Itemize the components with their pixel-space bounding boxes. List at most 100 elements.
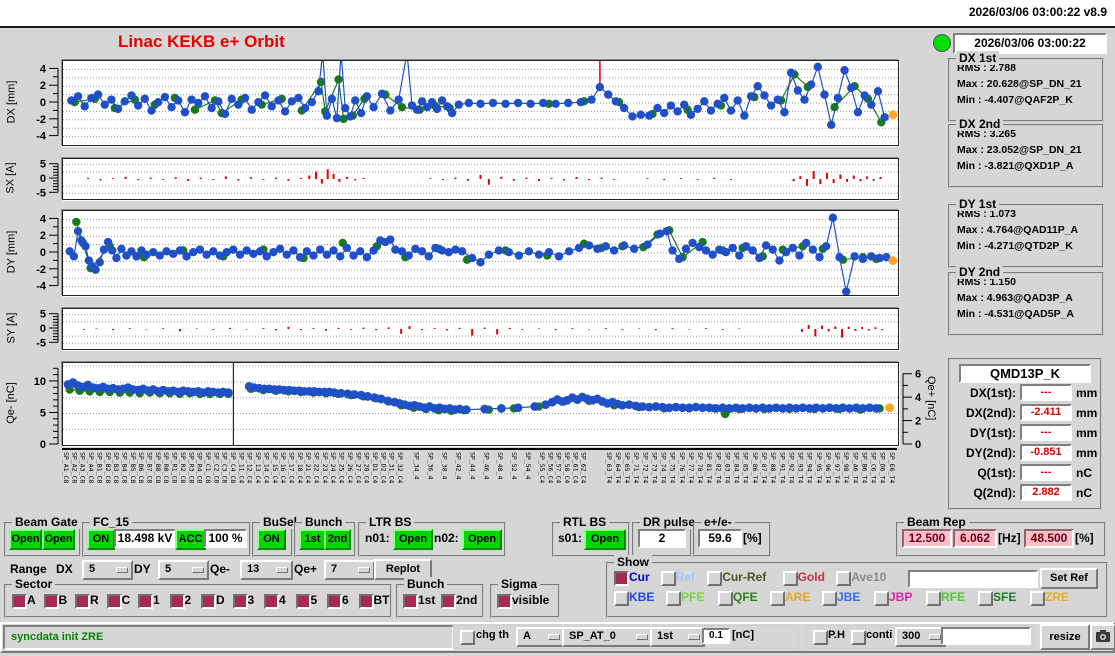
busel-on-button[interactable]: ON	[257, 529, 286, 550]
plot-dy[interactable]	[62, 210, 899, 296]
ltr-bs-group: LTR BS n01: Open n02: Open	[358, 515, 506, 557]
bunch-sel-dropdown[interactable]: 1st	[650, 627, 705, 647]
plot-sx[interactable]	[62, 158, 899, 200]
show-cur-checkbox[interactable]	[614, 571, 629, 586]
show-ref-checkbox[interactable]	[660, 571, 676, 586]
sector-d-checkbox[interactable]	[201, 594, 216, 609]
bpm-xlabel: SP_76_T4	[677, 452, 686, 484]
svg-text:-4: -4	[36, 131, 47, 143]
range-qem-dropdown[interactable]: 13	[240, 560, 293, 580]
bpm-xlabel: SP_73_T4	[650, 452, 659, 484]
range-qep-dropdown[interactable]: 7	[324, 560, 375, 580]
bunch2-1st-checkbox[interactable]	[403, 594, 418, 609]
bpm-xlabel: SP_C2_C8	[212, 452, 221, 484]
fc15-on-button[interactable]: ON	[87, 529, 115, 550]
conti-checkbox[interactable]	[851, 630, 866, 645]
rtl-s01-open-button[interactable]: Open	[584, 529, 626, 550]
plot-sy[interactable]	[62, 308, 899, 350]
bunch-2nd-button[interactable]: 2nd	[324, 529, 351, 550]
show-pfe-checkbox[interactable]	[666, 591, 681, 606]
svg-text:0: 0	[40, 173, 46, 185]
svg-text:0: 0	[915, 439, 921, 450]
beam-gate-open1-button[interactable]: Open	[9, 529, 42, 550]
show-ave10-checkbox[interactable]	[836, 571, 852, 586]
bunch-1st-button[interactable]: 1st	[299, 529, 326, 550]
show-gold-checkbox[interactable]	[782, 571, 798, 586]
timestamp-box: 2026/03/06 03:00:22	[953, 33, 1107, 54]
dropdown-dash-icon	[929, 634, 941, 640]
fc15-acc-button[interactable]: ACC	[175, 529, 206, 550]
camera-button[interactable]	[1090, 624, 1115, 650]
rtl-s01-label: s01:	[558, 531, 583, 545]
replot-button[interactable]: Replot	[374, 559, 432, 580]
bpm-xlabel: SP_A2_C8	[70, 452, 79, 484]
threshold-input[interactable]: 0.1	[702, 628, 730, 644]
plot-dx[interactable]	[62, 52, 899, 146]
bpm-dropdown[interactable]: SP_AT_0	[562, 627, 653, 647]
ph-checkbox[interactable]	[813, 630, 828, 645]
show-are-checkbox[interactable]	[770, 591, 785, 606]
beam-gate-group: Beam Gate Open Open	[4, 515, 81, 557]
stat-box-dy-1st: DY 1st RMS : 1.073 Max : 4.764@QAD11P_A Min…	[948, 197, 1104, 268]
bpm-xlabel: SP_65_T4	[623, 452, 631, 484]
show-cur-ref-checkbox[interactable]	[707, 571, 723, 586]
bpm-xlabel: SP_B8_C8	[153, 452, 162, 484]
bpm-xlabel: SP_R1_C8	[170, 452, 179, 484]
sector-5-checkbox[interactable]	[295, 594, 311, 609]
sector-a-dropdown[interactable]: A	[516, 627, 565, 647]
show-zre-checkbox[interactable]	[1030, 591, 1045, 606]
show-jbp-checkbox[interactable]	[874, 591, 889, 606]
range-qep-label: Qe+	[294, 562, 318, 576]
sector-c-checkbox[interactable]	[106, 594, 122, 609]
sector-6-checkbox[interactable]	[327, 594, 342, 609]
dr-pulse-label: DR pulse	[640, 515, 699, 529]
sector-2-label: 2	[184, 593, 192, 607]
ltr-n01-open-button[interactable]: Open	[393, 529, 433, 550]
sector-a-checkbox[interactable]	[12, 594, 27, 609]
sigma-label: Sigma	[498, 577, 541, 591]
sector-b-checkbox[interactable]	[43, 594, 59, 609]
sigma-visible-checkbox[interactable]	[497, 594, 512, 609]
sector-2-checkbox[interactable]	[169, 594, 185, 609]
set-ref-input[interactable]	[908, 570, 1038, 588]
interval-dropdown[interactable]: 300	[895, 627, 946, 647]
ltr-n02-open-button[interactable]: Open	[462, 529, 502, 550]
sector-1-checkbox[interactable]	[138, 594, 153, 609]
qmd-name-box[interactable]: QMD13P_K	[959, 364, 1091, 383]
bpm-xlabel: SP_R2_C8	[178, 452, 187, 484]
range-dy-dropdown[interactable]: 5	[158, 560, 209, 580]
bunch2-2nd-checkbox[interactable]	[441, 594, 456, 609]
show-sfe-checkbox[interactable]	[978, 591, 993, 606]
range-dx-dropdown[interactable]: 5	[82, 560, 133, 580]
resize-button[interactable]: resize	[1040, 624, 1090, 650]
threshold-group: chg th A SP_AT_0 1st 0.1 [nC]	[453, 625, 799, 649]
bpm-xlabel: SP_85_T4	[741, 452, 750, 484]
bpm-xlabel: SP_11_C4	[237, 452, 246, 484]
y-axis-sy: 5 0 -5	[36, 309, 59, 349]
show-kbe-checkbox[interactable]	[614, 591, 629, 606]
show-jbp-label: JBP	[889, 590, 913, 604]
conti-label: conti	[866, 629, 893, 641]
sector-r-checkbox[interactable]	[75, 594, 90, 609]
bunch2-2nd-label: 2nd	[456, 593, 478, 607]
bpm-xlabel: SP_18_C4	[295, 452, 304, 484]
show-qfe-checkbox[interactable]	[718, 591, 733, 606]
set-ref-button[interactable]: Set Ref	[1040, 568, 1098, 589]
svg-text:0: 0	[40, 323, 46, 335]
stat-row: RMS : 3.265	[957, 128, 1016, 140]
sector-bt-label: BT	[373, 593, 390, 607]
chg-th-checkbox[interactable]	[460, 630, 475, 645]
sector-bt-checkbox[interactable]	[358, 594, 374, 609]
sector-3-checkbox[interactable]	[232, 594, 248, 609]
svg-text:10: 10	[34, 376, 46, 388]
show-jbe-checkbox[interactable]	[822, 591, 837, 606]
bpm-xlabel: SP_84_T4	[732, 452, 741, 484]
sector-4-checkbox[interactable]	[264, 594, 279, 609]
plot-qe[interactable]	[62, 362, 899, 446]
count-input[interactable]	[941, 627, 1031, 645]
beam-gate-open2-button[interactable]: Open	[42, 529, 75, 550]
ph-label: P.H	[828, 629, 845, 641]
show-rfe-checkbox[interactable]	[926, 591, 941, 606]
bunch2-label: Bunch	[404, 577, 448, 591]
bpm-xlabel: SP_D2_C4	[379, 452, 388, 484]
